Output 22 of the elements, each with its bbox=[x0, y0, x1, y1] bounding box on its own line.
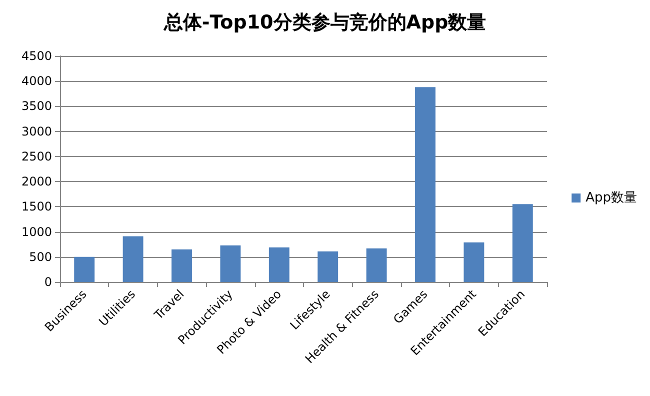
legend-label: App数量 bbox=[586, 190, 638, 206]
y-tick-label: 1000 bbox=[21, 224, 52, 239]
bar bbox=[268, 247, 290, 282]
y-tick-label: 4500 bbox=[21, 49, 52, 63]
bar bbox=[415, 87, 436, 282]
y-tick-label: 2500 bbox=[21, 149, 52, 164]
chart-title: 总体-Top10分类参与竞价的App数量 bbox=[162, 12, 486, 34]
y-tick-label: 0 bbox=[44, 275, 52, 289]
bar bbox=[366, 248, 387, 282]
y-tick-label: 3000 bbox=[21, 124, 52, 138]
bar bbox=[220, 245, 241, 282]
bar bbox=[512, 204, 533, 282]
bar bbox=[122, 236, 144, 282]
y-tick-label: 4000 bbox=[21, 74, 52, 88]
y-tick-label: 3500 bbox=[21, 99, 52, 114]
y-tick-label: 500 bbox=[29, 250, 52, 264]
bar bbox=[318, 251, 338, 282]
y-tick-label: 2000 bbox=[21, 174, 52, 189]
bar bbox=[74, 256, 95, 282]
bar bbox=[464, 242, 484, 282]
bar bbox=[172, 249, 192, 282]
y-tick-label: 1500 bbox=[21, 200, 52, 214]
